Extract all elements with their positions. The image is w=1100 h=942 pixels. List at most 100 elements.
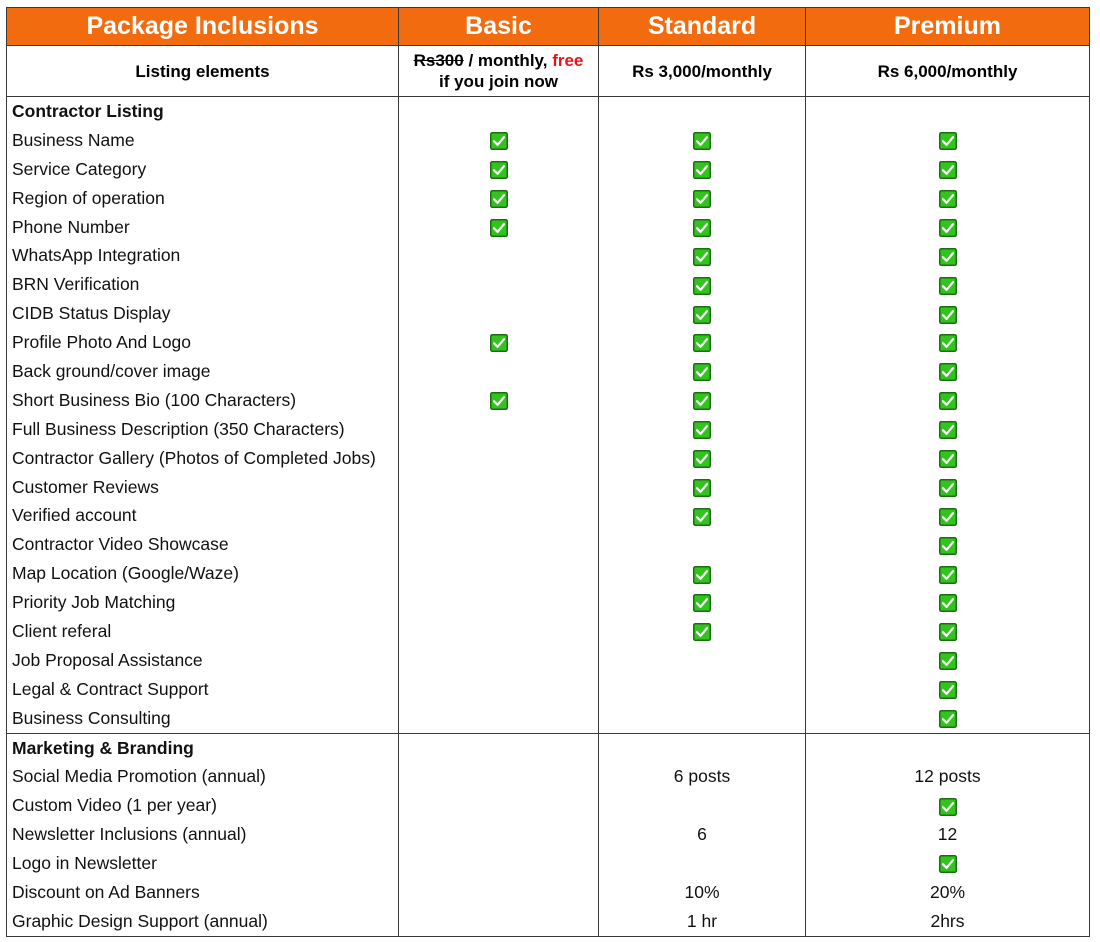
premium-value-cell bbox=[805, 299, 1090, 329]
basic-value-cell bbox=[398, 906, 599, 937]
feature-label: Business Consulting bbox=[6, 703, 399, 734]
checkbox-checked-icon bbox=[938, 507, 957, 526]
basic-price: Rs300 / monthly, free if you join now bbox=[398, 45, 599, 97]
basic-value-cell bbox=[398, 357, 599, 386]
checkbox-checked-icon bbox=[938, 334, 957, 353]
checkbox-checked-icon bbox=[938, 363, 957, 382]
checkbox-checked-icon bbox=[693, 334, 711, 353]
checkbox-checked-icon bbox=[693, 623, 711, 642]
feature-label: Social Media Promotion (annual) bbox=[6, 762, 399, 792]
tier-standard-heading: Standard bbox=[598, 7, 806, 46]
feature-row: Full Business Description (350 Character… bbox=[6, 414, 1090, 444]
section-standard-cell bbox=[598, 95, 806, 126]
checkbox-checked-icon bbox=[938, 450, 957, 468]
premium-value-cell bbox=[805, 183, 1090, 213]
section-premium-cell bbox=[805, 732, 1090, 763]
basic-value-cell bbox=[398, 849, 599, 879]
basic-join-text: if you join now bbox=[439, 72, 558, 91]
basic-old-price: Rs300 bbox=[413, 51, 464, 70]
section-title: Marketing & Branding bbox=[6, 732, 399, 763]
checkbox-checked-icon bbox=[938, 594, 957, 613]
basic-value-cell bbox=[398, 617, 599, 646]
feature-label: Full Business Description (350 Character… bbox=[6, 414, 399, 444]
checkbox-checked-icon bbox=[489, 334, 508, 353]
checkbox-checked-icon bbox=[938, 218, 957, 237]
basic-free-text: free bbox=[552, 51, 584, 70]
checkbox-checked-icon bbox=[693, 305, 711, 324]
basic-value-cell bbox=[398, 559, 599, 589]
feature-row: Newsletter Inclusions (annual) 6 12 bbox=[6, 820, 1090, 850]
premium-value-cell: 12 bbox=[805, 820, 1090, 850]
standard-value-cell bbox=[598, 270, 806, 300]
basic-value-cell bbox=[398, 791, 599, 821]
basic-value-cell bbox=[398, 270, 599, 300]
feature-row: Contractor Gallery (Photos of Completed … bbox=[6, 443, 1090, 473]
standard-value-cell bbox=[598, 617, 806, 646]
basic-value-cell bbox=[398, 443, 599, 473]
standard-value-cell bbox=[598, 674, 806, 704]
feature-label: Discount on Ad Banners bbox=[6, 878, 399, 907]
feature-label: Graphic Design Support (annual) bbox=[6, 906, 399, 937]
checkbox-checked-icon bbox=[938, 392, 957, 411]
checkbox-checked-icon bbox=[938, 189, 957, 208]
feature-row: Graphic Design Support (annual) 1 hr 2hrs bbox=[6, 906, 1090, 937]
standard-value-cell bbox=[598, 328, 806, 358]
feature-row: Priority Job Matching bbox=[6, 588, 1090, 618]
checkbox-checked-icon bbox=[693, 363, 711, 382]
basic-value-cell bbox=[398, 212, 599, 242]
premium-value-text: 20% bbox=[929, 881, 966, 902]
premium-value-text: 2hrs bbox=[930, 910, 965, 931]
checkbox-checked-icon bbox=[489, 161, 508, 180]
checkbox-checked-icon bbox=[693, 478, 711, 497]
basic-value-cell bbox=[398, 183, 599, 213]
feature-row: Back ground/cover image bbox=[6, 357, 1090, 386]
package-table-container: Package Inclusions Basic Standard Premiu… bbox=[6, 7, 1090, 937]
standard-value-cell: 6 posts bbox=[598, 762, 806, 792]
feature-row: Job Proposal Assistance bbox=[6, 645, 1090, 675]
checkbox-checked-icon bbox=[693, 421, 711, 440]
checkbox-checked-icon bbox=[693, 247, 711, 266]
premium-value-cell bbox=[805, 414, 1090, 444]
table-title: Package Inclusions bbox=[6, 7, 399, 46]
standard-value-cell: 6 bbox=[598, 820, 806, 850]
listing-elements-label: Listing elements bbox=[6, 45, 399, 97]
feature-label: Service Category bbox=[6, 154, 399, 184]
premium-value-cell bbox=[805, 674, 1090, 704]
premium-value-cell bbox=[805, 588, 1090, 618]
feature-row: Map Location (Google/Waze) bbox=[6, 559, 1090, 589]
premium-value-cell bbox=[805, 501, 1090, 531]
checkbox-checked-icon bbox=[938, 478, 957, 497]
checkbox-checked-icon bbox=[938, 797, 957, 816]
basic-value-cell bbox=[398, 472, 599, 502]
premium-value-cell bbox=[805, 357, 1090, 386]
standard-value-cell bbox=[598, 357, 806, 386]
feature-label: Newsletter Inclusions (annual) bbox=[6, 820, 399, 850]
feature-label: Logo in Newsletter bbox=[6, 849, 399, 879]
premium-value-cell bbox=[805, 270, 1090, 300]
feature-row: Profile Photo And Logo bbox=[6, 328, 1090, 358]
feature-row: Service Category bbox=[6, 154, 1090, 184]
standard-value-cell bbox=[598, 645, 806, 675]
checkbox-checked-icon bbox=[938, 565, 957, 584]
basic-monthly-text: / monthly, bbox=[463, 51, 553, 70]
basic-value-cell bbox=[398, 762, 599, 792]
feature-row: Short Business Bio (100 Characters) bbox=[6, 385, 1090, 415]
feature-label: Phone Number bbox=[6, 212, 399, 242]
checkbox-checked-icon bbox=[938, 161, 957, 180]
feature-row: Business Consulting bbox=[6, 703, 1090, 734]
feature-label: Back ground/cover image bbox=[6, 357, 399, 386]
checkbox-checked-icon bbox=[693, 189, 711, 208]
section-premium-cell bbox=[805, 95, 1090, 126]
premium-value-cell bbox=[805, 617, 1090, 646]
checkbox-checked-icon bbox=[938, 247, 957, 266]
basic-value-cell bbox=[398, 878, 599, 907]
standard-value-text: 6 bbox=[697, 824, 707, 845]
standard-price: Rs 3,000/monthly bbox=[598, 45, 806, 97]
basic-value-cell bbox=[398, 154, 599, 184]
premium-value-cell bbox=[805, 530, 1090, 560]
checkbox-checked-icon bbox=[489, 189, 508, 208]
premium-value-cell bbox=[805, 472, 1090, 502]
premium-value-text: 12 posts bbox=[914, 766, 981, 787]
feature-label: WhatsApp Integration bbox=[6, 241, 399, 271]
section-basic-cell bbox=[398, 95, 599, 126]
